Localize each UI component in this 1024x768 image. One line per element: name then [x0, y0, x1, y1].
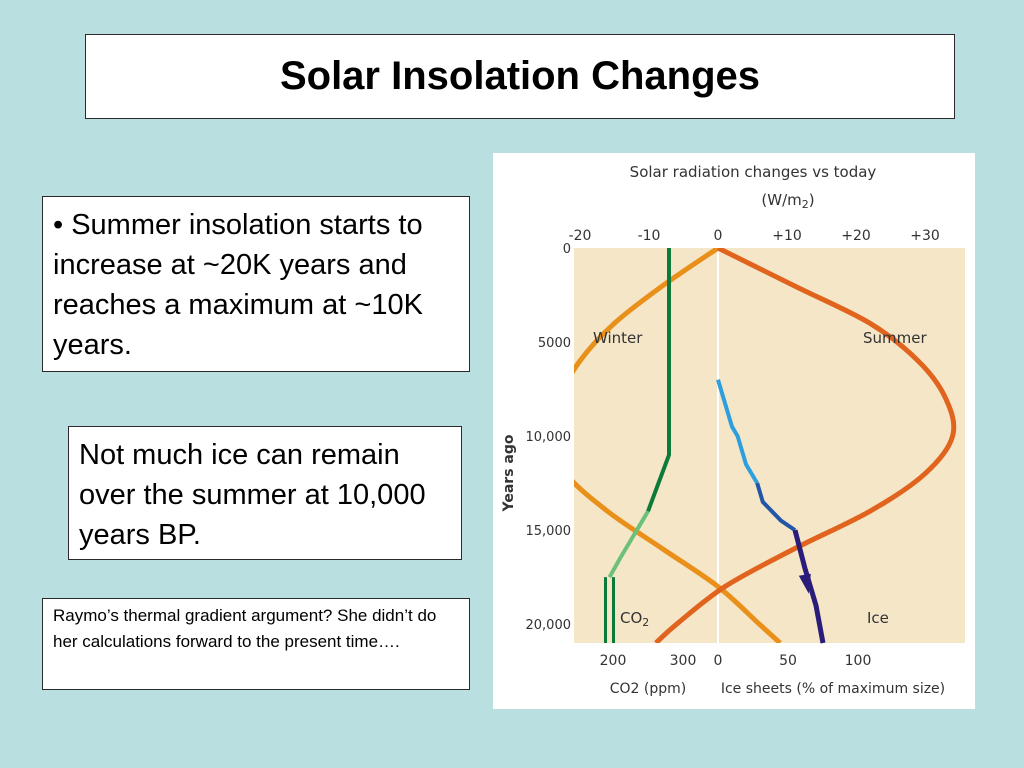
- summer-label: Summer: [863, 329, 927, 347]
- y-tick-label: 5000: [538, 336, 571, 351]
- winter-label: Winter: [593, 329, 643, 347]
- bullet-box: • Summer insolation starts to increase a…: [42, 196, 470, 372]
- y-tick-label: 15,000: [526, 524, 572, 539]
- ice-label: Ice: [867, 609, 889, 627]
- co2-label: CO2: [620, 609, 649, 629]
- co2-tick-label: 200: [600, 653, 627, 669]
- top-tick-label: -10: [638, 228, 661, 244]
- bullet-text: • Summer insolation starts to increase a…: [53, 209, 423, 361]
- title-box: Solar Insolation Changes: [85, 34, 955, 119]
- co2-line-lower: [607, 510, 650, 579]
- ice-line-upper: [716, 379, 759, 485]
- y-tick-label: 0: [563, 242, 571, 257]
- top-tick-label: +10: [772, 228, 802, 244]
- top-tick-label: +30: [910, 228, 940, 244]
- ice-axis-label: Ice sheets (% of maximum size): [721, 681, 945, 697]
- ice-arrow-head: [798, 573, 811, 594]
- comment-box: Raymo’s thermal gradient argument? She d…: [42, 598, 470, 690]
- slide-title: Solar Insolation Changes: [279, 54, 761, 98]
- ice-tick-label: 0: [714, 653, 723, 669]
- y-axis-label: Years ago: [501, 434, 517, 512]
- chart-svg: Solar radiation changes vs today (W/m2) -2…: [501, 163, 965, 697]
- units-close: ): [809, 191, 815, 209]
- note-box: Not much ice can remain over the summer …: [68, 426, 462, 560]
- top-tick-label: +20: [841, 228, 871, 244]
- co2-axis-label: CO2 (ppm): [610, 681, 687, 697]
- comment-text: Raymo’s thermal gradient argument? She d…: [53, 606, 437, 651]
- y-tick-label: 20,000: [526, 618, 572, 633]
- ice-line-lower: [792, 529, 826, 644]
- units-superscript: 2: [802, 198, 809, 211]
- co2-tick-label: 300: [670, 653, 697, 669]
- top-tick-label: 0: [714, 228, 723, 244]
- solar-radiation-figure: Solar radiation changes vs today (W/m2) -2…: [493, 153, 975, 709]
- chart-title: Solar radiation changes vs today: [630, 163, 877, 181]
- co2-line-upper: [646, 248, 671, 512]
- co2-subscript: 2: [642, 616, 649, 629]
- ice-line-middle: [755, 482, 797, 532]
- winter-line: [574, 248, 782, 643]
- chart-title-units: (W/m2): [761, 191, 814, 211]
- note-text: Not much ice can remain over the summer …: [79, 439, 426, 551]
- ice-tick-label: 50: [779, 653, 797, 669]
- ice-tick-label: 100: [845, 653, 872, 669]
- top-tick-label: -20: [569, 228, 592, 244]
- chart-panel: [574, 248, 965, 643]
- summer-line: [654, 248, 957, 643]
- y-tick-label: 10,000: [526, 430, 572, 445]
